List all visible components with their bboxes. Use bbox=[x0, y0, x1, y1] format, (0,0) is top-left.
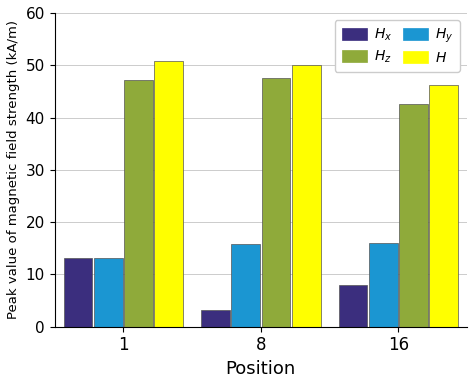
Bar bbox=[64, 258, 92, 327]
Bar bbox=[429, 85, 458, 327]
Bar bbox=[201, 310, 230, 327]
Bar bbox=[155, 61, 183, 327]
Bar bbox=[262, 78, 290, 327]
Legend: $H_x$, $H_z$, $H_y$, $H$: $H_x$, $H_z$, $H_y$, $H$ bbox=[335, 20, 460, 72]
Bar bbox=[124, 80, 153, 327]
Bar bbox=[292, 65, 320, 327]
Bar bbox=[338, 285, 367, 327]
Bar bbox=[399, 104, 428, 327]
X-axis label: Position: Position bbox=[226, 360, 296, 378]
Y-axis label: Peak value of magnetic field strength (kA/m): Peak value of magnetic field strength (k… bbox=[7, 20, 20, 320]
Bar bbox=[94, 258, 123, 327]
Bar bbox=[369, 243, 398, 327]
Bar bbox=[231, 244, 260, 327]
